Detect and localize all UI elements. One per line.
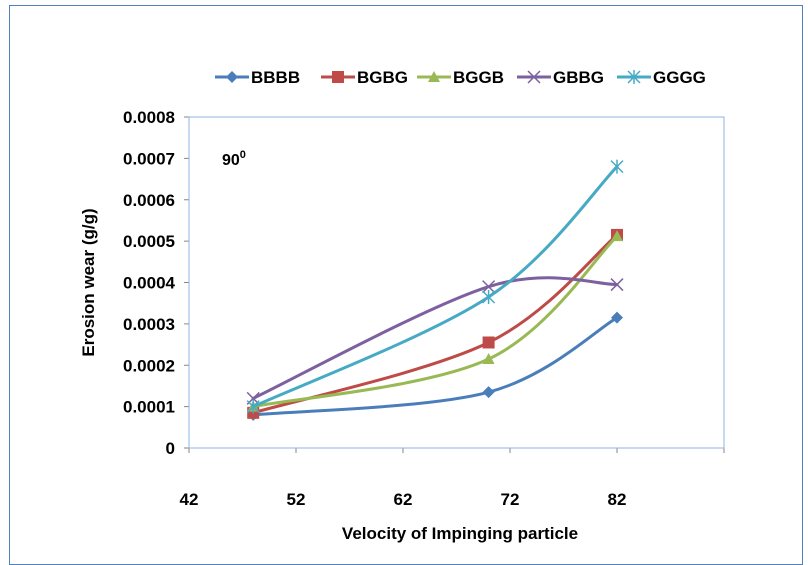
data-point: [611, 311, 623, 324]
series-line: [251, 234, 619, 409]
legend-marker: [527, 70, 541, 84]
angle-annotation-base: 90: [222, 152, 240, 169]
y-tick-label: 0.0002: [123, 356, 175, 375]
series-line: [251, 316, 619, 417]
line-chart: BBBB BGBG BGGB GBBG GGGG 0 0.0001 0.0002 0.0003…: [79, 68, 725, 543]
legend-label: BBBB: [251, 68, 300, 87]
y-axis-title: Erosion wear (g/g): [79, 208, 98, 356]
x-axis: 42 52 62 72 82: [180, 447, 725, 509]
series-line: [251, 233, 619, 415]
legend-label: GGGG: [653, 68, 706, 87]
angle-annotation: 900: [222, 149, 246, 169]
series-gbbg: [246, 276, 624, 405]
y-tick-label: 0.0003: [123, 315, 175, 334]
legend-item-gggg: GGGG: [617, 68, 706, 87]
marker-stroke: [527, 70, 541, 84]
marker-stroke: [482, 280, 496, 294]
legend-marker: [627, 70, 641, 84]
legend-item-bgbg: BGBG: [321, 68, 408, 87]
series-gggg: [246, 159, 624, 414]
data-point: [611, 230, 623, 242]
y-tick-label: 0.0004: [123, 274, 176, 293]
y-axis: 0 0.0001 0.0002 0.0003 0.0004 0.0005 0.0006 0.0…: [123, 108, 190, 458]
legend-item-bbbb: BBBB: [215, 68, 300, 87]
data-point: [482, 353, 495, 365]
series-bgbg: [247, 228, 623, 419]
x-tick-label: 72: [501, 490, 520, 509]
legend-label: BGBG: [357, 68, 408, 87]
series-line: [251, 165, 619, 409]
x-tick-label: 52: [287, 490, 306, 509]
legend-item-gbbg: GBBG: [517, 68, 604, 87]
x-tick-label: 42: [180, 490, 199, 509]
y-tick-label: 0.0006: [123, 191, 175, 210]
data-point: [610, 159, 624, 174]
data-point: [610, 278, 624, 292]
legend-label: BGGB: [453, 68, 504, 87]
y-tick-label: 0.0007: [123, 149, 175, 168]
data-point: [482, 386, 495, 399]
x-tick-label: 82: [608, 490, 627, 509]
y-tick-label: 0.0008: [123, 108, 175, 127]
y-tick-label: 0.0001: [123, 398, 175, 417]
x-axis-title: Velocity of Impinging particle: [342, 524, 578, 543]
series-group: [246, 159, 624, 421]
legend-label: GBBG: [553, 68, 604, 87]
data-point: [482, 280, 496, 294]
legend: BBBB BGBG BGGB GBBG GGGG: [215, 68, 706, 87]
series-line: [251, 276, 619, 400]
y-tick-label: 0.0005: [123, 232, 175, 251]
legend-marker: [428, 71, 440, 82]
x-tick-label: 62: [394, 490, 413, 509]
data-point: [482, 289, 496, 304]
data-point: [246, 399, 260, 414]
chart-frame: BBBB BGBG BGGB GBBG GGGG 0 0.0001 0.0002 0.0003…: [9, 5, 803, 565]
legend-marker: [332, 71, 344, 83]
y-tick-label: 0: [166, 439, 175, 458]
plot-area: [188, 116, 725, 449]
data-point: [482, 336, 495, 349]
marker-stroke: [610, 278, 624, 292]
angle-annotation-superscript: 0: [240, 149, 246, 161]
legend-item-bggb: BGGB: [417, 68, 504, 87]
legend-marker: [226, 71, 238, 83]
